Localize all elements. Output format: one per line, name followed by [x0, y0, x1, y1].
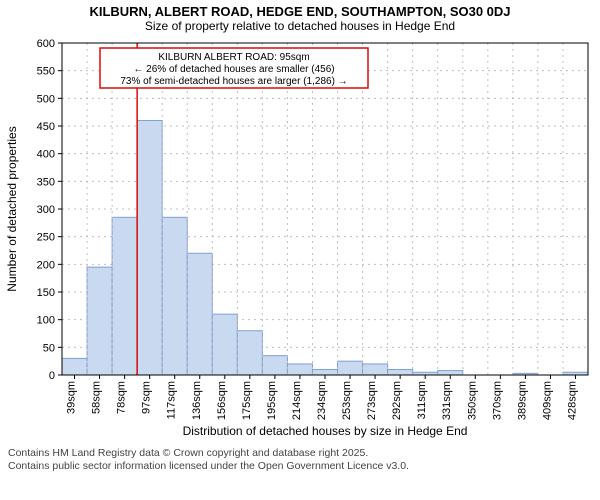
callout-line3: 73% of semi-detached houses are larger (…: [120, 76, 347, 87]
y-tick-label: 300: [37, 204, 55, 216]
footer-line1: Contains HM Land Registry data © Crown c…: [8, 447, 592, 460]
x-tick-label: 97sqm: [141, 381, 153, 414]
histogram-bar: [112, 217, 137, 375]
x-tick-label: 175sqm: [241, 381, 253, 420]
histogram-bar: [212, 314, 237, 375]
histogram-bar: [162, 217, 187, 375]
x-tick-label: 370sqm: [491, 381, 503, 420]
y-tick-label: 600: [37, 38, 55, 50]
x-tick-label: 428sqm: [566, 381, 578, 420]
histogram-bar: [312, 369, 337, 375]
y-tick-label: 200: [37, 259, 55, 271]
histogram-bar: [187, 253, 212, 375]
x-tick-label: 331sqm: [441, 381, 453, 420]
histogram-bar: [287, 364, 312, 375]
x-tick-label: 214sqm: [291, 381, 303, 420]
x-tick-label: 136sqm: [191, 381, 203, 420]
title-block: KILBURN, ALBERT ROAD, HEDGE END, SOUTHAM…: [0, 0, 600, 35]
x-tick-label: 409sqm: [541, 381, 553, 420]
callout-line2: ← 26% of detached houses are smaller (45…: [133, 64, 334, 75]
x-tick-label: 292sqm: [391, 381, 403, 420]
x-tick-label: 273sqm: [366, 381, 378, 420]
histogram-bar: [137, 120, 162, 375]
histogram-bar: [388, 369, 413, 375]
y-tick-label: 150: [37, 287, 55, 299]
x-tick-label: 39sqm: [66, 381, 78, 414]
histogram-bar: [262, 356, 287, 375]
x-tick-label: 311sqm: [416, 381, 428, 419]
histogram-bar: [87, 267, 112, 375]
histogram-bar: [237, 331, 262, 375]
histogram-bar: [62, 358, 87, 375]
x-tick-label: 195sqm: [266, 381, 278, 420]
histogram-bar: [338, 361, 363, 375]
histogram-bar: [438, 371, 463, 375]
x-tick-label: 234sqm: [316, 381, 328, 420]
y-tick-label: 350: [37, 176, 55, 188]
histogram-bar: [363, 364, 388, 375]
chart-svg: 0 50 100 150 200 250 300 350 400 450 500 550 600 39sq…: [0, 35, 600, 445]
y-axis-label: Number of detached properties: [5, 126, 19, 291]
chart-title-line2: Size of property relative to detached ho…: [0, 19, 600, 33]
x-tick-label: 389sqm: [516, 381, 528, 420]
x-axis-label: Distribution of detached houses by size …: [183, 424, 468, 438]
y-tick-label: 400: [37, 149, 55, 161]
x-tick-label: 58sqm: [91, 381, 103, 414]
chart-title-line1: KILBURN, ALBERT ROAD, HEDGE END, SOUTHAM…: [0, 4, 600, 19]
y-tick-label: 100: [37, 315, 55, 327]
footer-attribution: Contains HM Land Registry data © Crown c…: [0, 445, 600, 473]
y-tick-label: 550: [37, 66, 55, 78]
footer-line2: Contains public sector information licen…: [8, 460, 592, 473]
histogram-chart: 0 50 100 150 200 250 300 350 400 450 500 550 600 39sq…: [0, 35, 600, 445]
y-tick-label: 450: [37, 121, 55, 133]
y-tick-label: 50: [43, 342, 55, 354]
y-tick-label: 250: [37, 232, 55, 244]
y-tick-label: 500: [37, 93, 55, 105]
x-tick-label: 78sqm: [116, 381, 128, 414]
y-tick-label: 0: [49, 370, 55, 382]
x-tick-label: 253sqm: [341, 381, 353, 420]
x-tick-label: 117sqm: [166, 381, 178, 419]
x-tick-label: 156sqm: [216, 381, 228, 420]
callout-line1: KILBURN ALBERT ROAD: 95sqm: [158, 52, 309, 63]
x-tick-label: 350sqm: [466, 381, 478, 420]
